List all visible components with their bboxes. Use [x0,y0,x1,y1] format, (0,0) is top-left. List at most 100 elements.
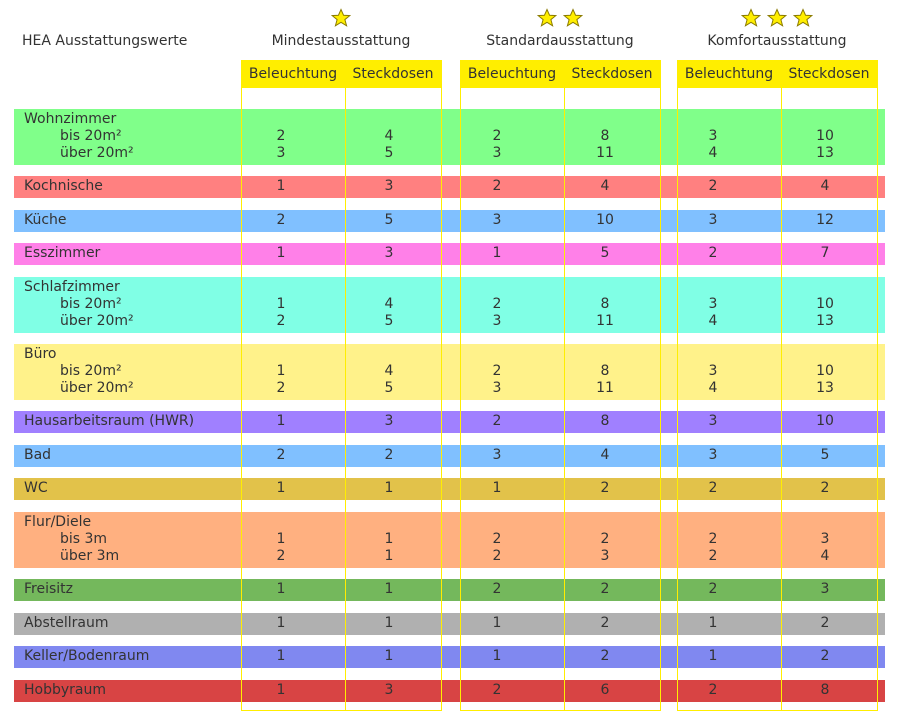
value-cell: 8 [600,128,610,144]
star-icon [767,8,787,27]
value-cell: 4 [820,178,830,194]
value-cell: 3 [820,581,830,597]
table-row: Kochnische 1 3 2 4 2 4 [14,176,885,198]
value-cell: 12 [816,212,834,228]
row-label: Hobbyraum [24,682,106,698]
value-cell: 1 [384,581,394,597]
value-cell: 3 [492,313,502,329]
value-cell: 3 [276,145,286,161]
value-cell: 1 [276,296,286,312]
value-cell: 2 [708,178,718,194]
value-cell: 2 [492,413,502,429]
value-cell: 3 [600,548,610,564]
value-cell: 1 [276,531,286,547]
subheader-beleuchtung: Beleuchtung [460,60,564,88]
row-label: Bad [24,447,52,463]
value-cell: 1 [492,615,502,631]
value-cell: 2 [492,548,502,564]
table-row: Büro bis 20m² 1 4 2 8 3 10 über 20m² 2 5 3 11 4 13 [14,344,885,400]
tier-label: Komfortausstattung [707,33,847,49]
value-cell: 2 [600,648,610,664]
row-label: Kochnische [24,178,103,194]
value-cell: 1 [384,615,394,631]
star-icon [741,8,761,27]
subheader-steckdosen: Steckdosen [781,60,877,88]
value-cell: 8 [600,363,610,379]
value-cell: 1 [276,245,286,261]
value-cell: 2 [492,178,502,194]
value-cell: 1 [276,363,286,379]
table-row: Küche 2 5 3 10 3 12 [14,210,885,232]
value-cell: 2 [600,581,610,597]
table-row: Flur/Diele bis 3m 1 1 2 2 2 3 über 3m 2 1 2 3 2 4 [14,512,885,568]
tier-stars [460,8,660,30]
value-cell: 10 [816,413,834,429]
value-cell: 1 [492,648,502,664]
table-row: Abstellraum 1 1 1 2 1 2 [14,613,885,635]
value-cell: 3 [708,413,718,429]
value-cell: 13 [816,380,834,396]
value-cell: 2 [708,682,718,698]
value-cell: 3 [384,245,394,261]
value-cell: 1 [276,413,286,429]
table-title: HEA Ausstattungswerte [22,33,188,49]
row-label: Wohnzimmer [24,111,117,127]
value-cell: 13 [816,145,834,161]
value-cell: 5 [384,313,394,329]
value-cell: 2 [708,531,718,547]
value-cell: 5 [384,380,394,396]
value-cell: 2 [276,447,286,463]
value-cell: 3 [492,145,502,161]
value-cell: 3 [708,363,718,379]
subrow-label: bis 3m [60,531,108,547]
value-cell: 2 [276,313,286,329]
value-cell: 4 [600,447,610,463]
star-icon [563,8,583,27]
subrow-label: bis 20m² [60,363,122,379]
value-cell: 2 [820,480,830,496]
value-cell: 1 [276,648,286,664]
subrow-label: über 20m² [60,380,134,396]
star-icon [537,8,557,27]
value-cell: 3 [708,128,718,144]
value-cell: 10 [816,363,834,379]
value-cell: 2 [708,581,718,597]
value-cell: 10 [816,296,834,312]
value-cell: 2 [600,531,610,547]
value-cell: 4 [708,380,718,396]
subrow-label: über 20m² [60,313,134,329]
subheader-steckdosen: Steckdosen [564,60,660,88]
value-cell: 1 [276,615,286,631]
value-cell: 1 [276,581,286,597]
value-cell: 2 [276,128,286,144]
table-row: Wohnzimmer bis 20m² 2 4 2 8 3 10 über 20m² 3 5 3 11 4… [14,109,885,165]
value-cell: 2 [708,548,718,564]
subheader-beleuchtung: Beleuchtung [677,60,781,88]
value-cell: 4 [708,145,718,161]
value-cell: 1 [492,245,502,261]
value-cell: 2 [492,682,502,698]
value-cell: 4 [384,128,394,144]
value-cell: 13 [816,313,834,329]
value-cell: 1 [492,480,502,496]
value-cell: 2 [492,296,502,312]
subrow-label: bis 20m² [60,296,122,312]
table-row: WC 1 1 1 2 2 2 [14,478,885,500]
row-label: Keller/Bodenraum [24,648,150,664]
subheader-beleuchtung: Beleuchtung [241,60,345,88]
value-cell: 2 [276,212,286,228]
value-cell: 3 [820,531,830,547]
value-cell: 4 [600,178,610,194]
value-cell: 2 [820,648,830,664]
table-row: Esszimmer 1 3 1 5 2 7 [14,243,885,265]
value-cell: 1 [384,480,394,496]
value-cell: 2 [708,245,718,261]
row-label: Esszimmer [24,245,101,261]
value-cell: 3 [708,212,718,228]
value-cell: 6 [600,682,610,698]
value-cell: 3 [492,380,502,396]
tier-label: Standardausstattung [486,33,634,49]
value-cell: 10 [816,128,834,144]
value-cell: 2 [276,380,286,396]
row-label: Freisitz [24,581,74,597]
